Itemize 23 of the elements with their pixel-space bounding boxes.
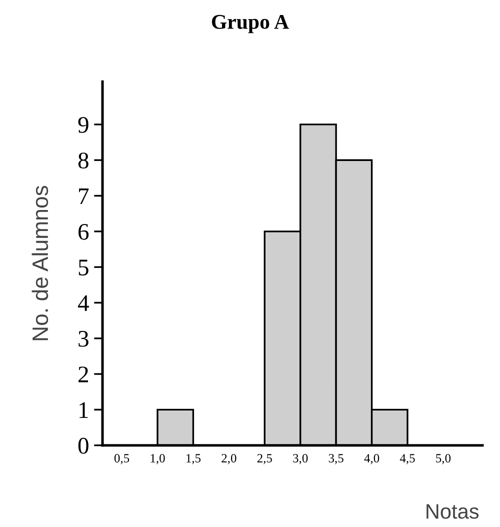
y-tick-label: 2 bbox=[78, 366, 88, 382]
y-tick-label: 6 bbox=[78, 224, 89, 240]
y-tick-label: 7 bbox=[79, 188, 89, 204]
x-tick-label: 4,5 bbox=[400, 454, 415, 464]
chart-title: Grupo A bbox=[212, 14, 289, 34]
y-axis-title: No. de Alumnos bbox=[32, 186, 48, 340]
y-tick-label: 3 bbox=[78, 330, 88, 347]
y-tick-label: 1 bbox=[80, 402, 88, 418]
y-tick-label: 9 bbox=[78, 117, 88, 133]
x-tick-label: 1,0 bbox=[150, 454, 165, 464]
y-tick-label: 5 bbox=[78, 260, 88, 276]
y-tick-label: 4 bbox=[78, 295, 89, 311]
x-tick-label: 2,0 bbox=[222, 454, 236, 464]
x-tick-label: 3,0 bbox=[293, 454, 308, 464]
x-tick-label: 1,5 bbox=[186, 454, 201, 464]
x-tick-label: 4,0 bbox=[364, 454, 380, 464]
x-tick-label: 2,5 bbox=[257, 454, 272, 464]
x-tick-label: 0,5 bbox=[114, 454, 130, 464]
x-tick-label: 5,0 bbox=[436, 454, 451, 464]
y-tick-label: 0 bbox=[78, 438, 88, 454]
y-tick-label: 8 bbox=[78, 152, 88, 169]
x-axis-title: Notas bbox=[426, 504, 479, 519]
x-tick-label: 3,5 bbox=[328, 454, 344, 464]
